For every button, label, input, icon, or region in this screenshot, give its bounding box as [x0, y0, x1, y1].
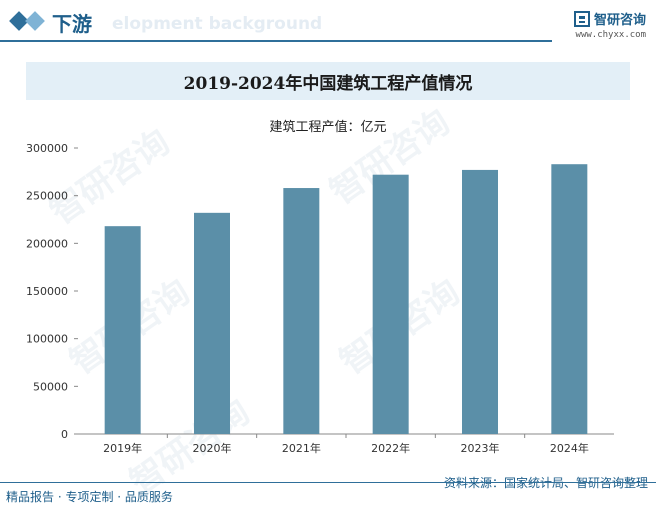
x-tick-label: 2021年 [282, 441, 321, 455]
x-tick-label: 2024年 [550, 441, 589, 455]
header-divider [0, 40, 552, 42]
brand-name: 智研咨询 [593, 13, 646, 28]
bar [194, 212, 230, 434]
x-tick-label: 2022年 [371, 441, 410, 455]
chart-title-band: 2019-2024年中国建筑工程产值情况 [26, 62, 630, 100]
brand-url: www.chyxx.com [575, 30, 646, 40]
x-tick-label: 2023年 [461, 441, 500, 455]
section-header: elopment background 下游 [0, 0, 656, 44]
series-label: 建筑工程产值：亿元 [269, 120, 387, 135]
y-tick-label: 100000 [26, 333, 68, 346]
x-tick-label: 2020年 [193, 441, 232, 455]
section-title: 下游 [52, 12, 92, 36]
header-watermark-text: elopment background [112, 14, 323, 34]
footer-tagline: 精品报告 · 专项定制 · 品质服务 [6, 490, 173, 504]
y-tick-label: 150000 [26, 285, 68, 298]
source-note: 资料来源：国家统计局、智研咨询整理 [443, 476, 648, 490]
y-tick-label: 50000 [33, 380, 68, 393]
x-tick-label: 2019年 [103, 441, 142, 455]
footer-divider [0, 482, 656, 483]
chart-title: 2019-2024年中国建筑工程产值情况 [183, 73, 473, 94]
y-tick-label: 250000 [26, 190, 68, 203]
y-tick-label: 300000 [26, 142, 68, 155]
brand-logo-icon [573, 10, 590, 27]
bar [372, 174, 409, 434]
bar [104, 226, 141, 434]
bar [462, 169, 498, 434]
bar [283, 188, 320, 434]
brand-block: 智研咨询 www.chyxx.com [573, 9, 646, 40]
bar [551, 164, 588, 434]
y-tick-label: 0 [61, 428, 68, 441]
y-tick-label: 200000 [26, 237, 68, 250]
